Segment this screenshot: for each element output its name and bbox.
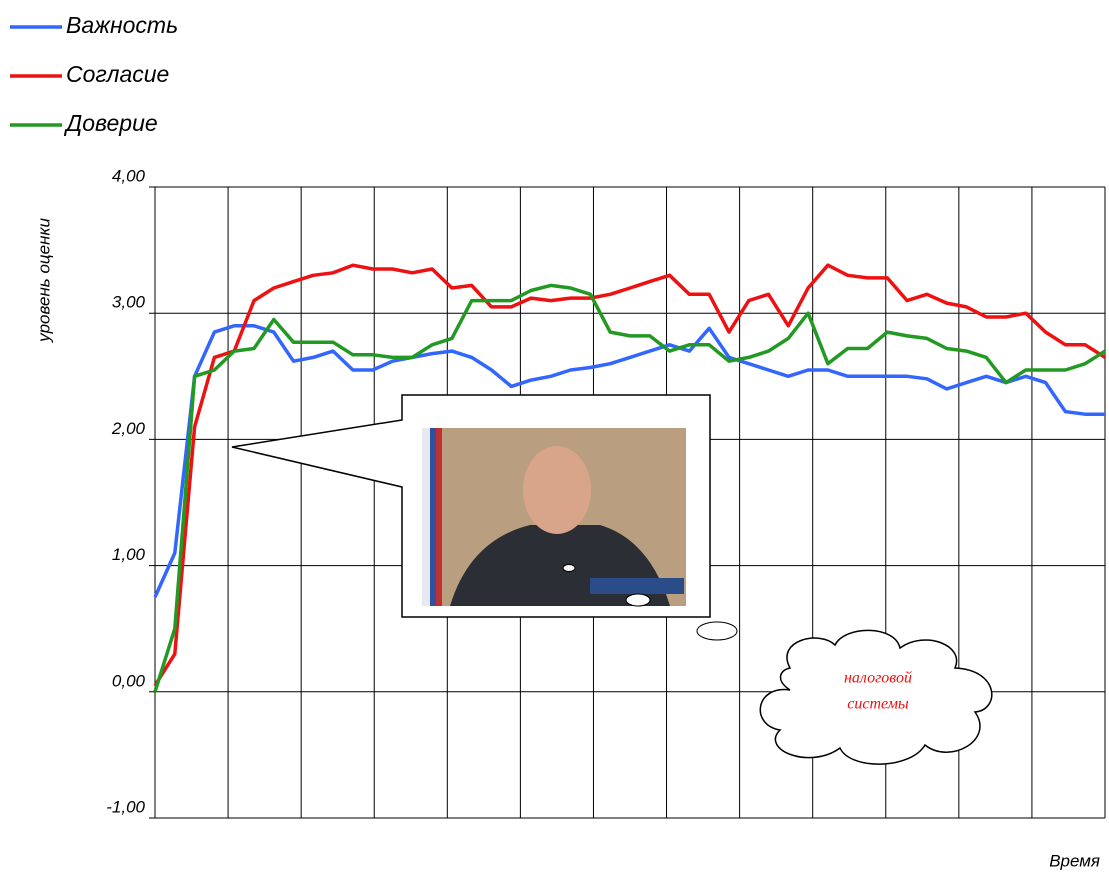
y-tick-label: -1,00 bbox=[106, 797, 145, 816]
thought-dot bbox=[625, 593, 651, 607]
thought-cloud bbox=[759, 629, 993, 765]
legend-label: Важность bbox=[66, 12, 178, 38]
y-axis-label: уровень оценки bbox=[34, 218, 53, 343]
cloud-text: системы bbox=[847, 696, 909, 713]
y-tick-label: 4,00 bbox=[112, 166, 146, 185]
series-line bbox=[153, 263, 1106, 687]
plot-lines bbox=[153, 263, 1106, 693]
thought-dot bbox=[696, 621, 738, 641]
callout: налоговой системы bbox=[231, 394, 993, 765]
y-tick-label: 3,00 bbox=[112, 293, 146, 312]
y-tick-label: 0,00 bbox=[112, 671, 146, 690]
figure-head bbox=[523, 446, 591, 534]
x-axis-label: Время bbox=[1049, 851, 1100, 870]
flag-blue bbox=[430, 428, 436, 606]
y-tick-label: 1,00 bbox=[112, 545, 146, 564]
series-line bbox=[153, 324, 1105, 598]
legend-label: Согласие bbox=[66, 61, 169, 87]
thought-dot bbox=[562, 564, 576, 572]
legend-label: Доверие bbox=[63, 110, 158, 136]
photo bbox=[422, 428, 686, 606]
series-line bbox=[153, 283, 1106, 693]
y-tick-label: 2,00 bbox=[111, 419, 146, 438]
flag-white bbox=[422, 428, 430, 606]
tv-logo bbox=[590, 578, 684, 594]
cloud-text: налоговой bbox=[844, 670, 912, 687]
